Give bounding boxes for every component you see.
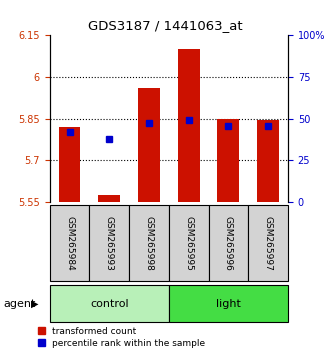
Text: GSM265993: GSM265993 [105,216,114,271]
Text: GSM265996: GSM265996 [224,216,233,271]
Text: GDS3187 / 1441063_at: GDS3187 / 1441063_at [88,19,243,33]
Bar [178,49,200,202]
Text: GSM265997: GSM265997 [263,216,273,271]
Text: ▶: ▶ [31,298,39,309]
Text: GSM265998: GSM265998 [144,216,154,271]
FancyBboxPatch shape [248,205,288,281]
Legend: transformed count, percentile rank within the sample: transformed count, percentile rank withi… [38,327,205,348]
FancyBboxPatch shape [209,205,248,281]
FancyBboxPatch shape [50,205,89,281]
FancyBboxPatch shape [169,285,288,322]
FancyBboxPatch shape [129,205,169,281]
FancyBboxPatch shape [50,285,169,322]
Bar [138,88,160,202]
Text: agent: agent [3,298,36,309]
Text: GSM265984: GSM265984 [65,216,74,271]
FancyBboxPatch shape [89,205,129,281]
FancyBboxPatch shape [169,205,209,281]
Bar [59,127,80,202]
Bar [217,119,239,202]
Bar [98,195,120,202]
Text: control: control [90,298,128,309]
Text: light: light [216,298,241,309]
Bar [257,120,279,202]
Text: GSM265995: GSM265995 [184,216,193,271]
